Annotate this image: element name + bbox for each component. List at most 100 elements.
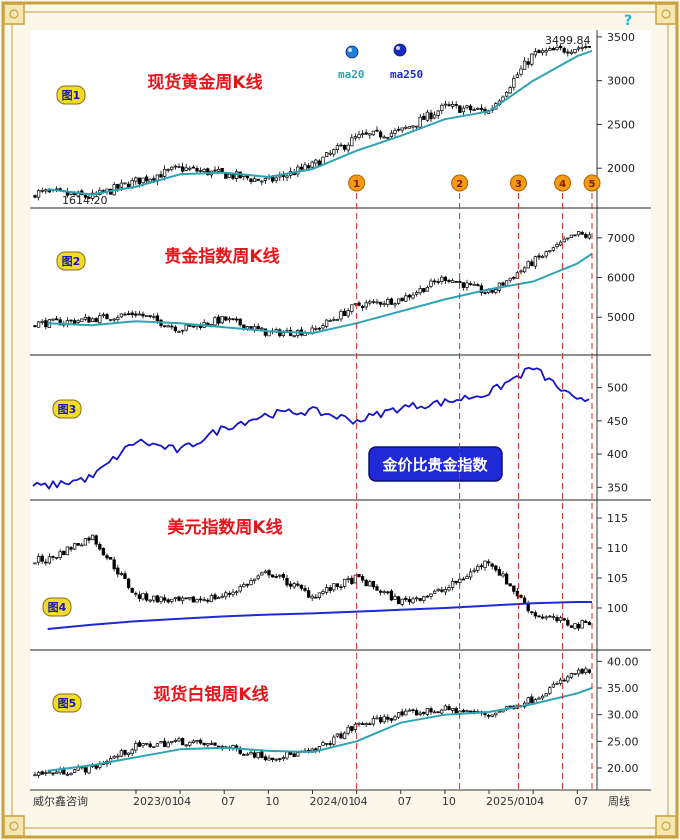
- x-tick-label: 07: [398, 795, 412, 808]
- candle-down: [328, 743, 332, 745]
- candle-up: [587, 234, 592, 239]
- candle-up: [116, 755, 120, 758]
- candle-down: [213, 594, 217, 600]
- candle-up: [256, 575, 260, 579]
- candle-down: [389, 718, 394, 721]
- candle-down: [180, 166, 185, 172]
- candle-up: [569, 234, 574, 238]
- candle-up: [260, 327, 264, 330]
- candle-up: [148, 599, 152, 602]
- candle-down: [429, 112, 433, 120]
- candle-down: [479, 107, 484, 110]
- candle-down: [378, 301, 383, 305]
- event-marker-label: 3: [515, 179, 522, 190]
- candle-up: [202, 168, 206, 173]
- candle-down: [180, 738, 185, 746]
- candle-down: [198, 598, 203, 601]
- chart-title: 美元指数周K线: [167, 517, 282, 538]
- candle-up: [573, 49, 577, 53]
- candle-up: [404, 126, 408, 129]
- candle-down: [479, 285, 484, 294]
- candle-down: [378, 131, 383, 138]
- candle-up: [317, 592, 322, 598]
- y-tick-label: 5000: [607, 311, 635, 324]
- candle-down: [371, 580, 376, 588]
- candle-up: [569, 673, 574, 678]
- series-line-ratio: [32, 366, 590, 490]
- y-tick-label: 110: [607, 542, 628, 555]
- candle-up: [166, 325, 170, 328]
- x-tick-label: 2025/01: [486, 795, 532, 808]
- candle-down: [404, 597, 408, 600]
- candle-up: [173, 165, 178, 168]
- candle-up: [562, 238, 566, 243]
- candle-down: [468, 105, 473, 111]
- candle-up: [90, 192, 95, 199]
- candle-down: [62, 768, 66, 775]
- candle-up: [407, 709, 412, 712]
- candle-down: [231, 318, 235, 320]
- candle-up: [450, 581, 455, 588]
- x-tick-label: 04: [177, 795, 191, 808]
- candle-down: [537, 615, 541, 618]
- candle-up: [310, 161, 314, 168]
- candle-down: [360, 305, 365, 308]
- candle-up: [576, 47, 581, 50]
- event-marker-label: 5: [589, 179, 596, 190]
- series-line-ma250: [47, 601, 592, 630]
- candle-down: [548, 615, 552, 618]
- candle-up: [494, 712, 498, 716]
- candle-down: [396, 596, 401, 605]
- x-tick-label: 2024/01: [310, 795, 356, 808]
- chart-badge: [52, 399, 82, 419]
- candle-down: [537, 50, 541, 54]
- candle-up: [429, 593, 433, 597]
- x-tick-label: 2023/01: [133, 795, 179, 808]
- candle-up: [404, 710, 408, 716]
- candle-down: [533, 612, 538, 617]
- candle-down: [206, 322, 210, 326]
- candle-down: [116, 567, 120, 575]
- candle-down: [400, 297, 404, 302]
- ball-icon: [345, 45, 359, 59]
- event-marker-label: 1: [353, 179, 360, 190]
- candle-down: [328, 587, 332, 592]
- candle-up: [65, 546, 70, 556]
- candle-up: [335, 733, 340, 737]
- series-line-ma20: [47, 49, 593, 196]
- chart-badge-label: 图5: [58, 697, 77, 710]
- candle-up: [504, 91, 509, 97]
- candle-up: [155, 743, 160, 747]
- x-tick-label: 10: [442, 795, 456, 808]
- chart-badge: [52, 693, 82, 713]
- candle-up: [227, 318, 232, 321]
- candle-up: [400, 127, 404, 131]
- candle-down: [468, 283, 473, 285]
- candle-up: [33, 774, 37, 777]
- y-tick-label: 500: [607, 382, 628, 395]
- y-tick-label: 30.00: [607, 709, 639, 722]
- candle-up: [54, 556, 59, 559]
- candle-down: [576, 623, 581, 629]
- candle-up: [36, 190, 41, 198]
- candle-down: [234, 318, 239, 321]
- y-tick-label: 7000: [607, 232, 635, 245]
- candle-down: [144, 176, 149, 182]
- candle-down: [191, 166, 196, 169]
- candle-up: [314, 159, 318, 164]
- candle-up: [249, 580, 253, 586]
- x-tick-label: 07: [221, 795, 235, 808]
- candle-up: [418, 116, 422, 128]
- candle-down: [162, 597, 167, 601]
- candle-down: [33, 195, 37, 198]
- candle-down: [422, 288, 426, 293]
- candle-up: [364, 302, 368, 308]
- candle-up: [260, 572, 264, 576]
- candle-down: [558, 45, 563, 49]
- event-marker-badge: [583, 174, 601, 192]
- candle-up: [490, 714, 494, 717]
- candle-up: [220, 316, 224, 324]
- candle-up: [159, 596, 163, 603]
- frame-corner-ornament: [9, 821, 19, 831]
- candle-up: [123, 182, 127, 185]
